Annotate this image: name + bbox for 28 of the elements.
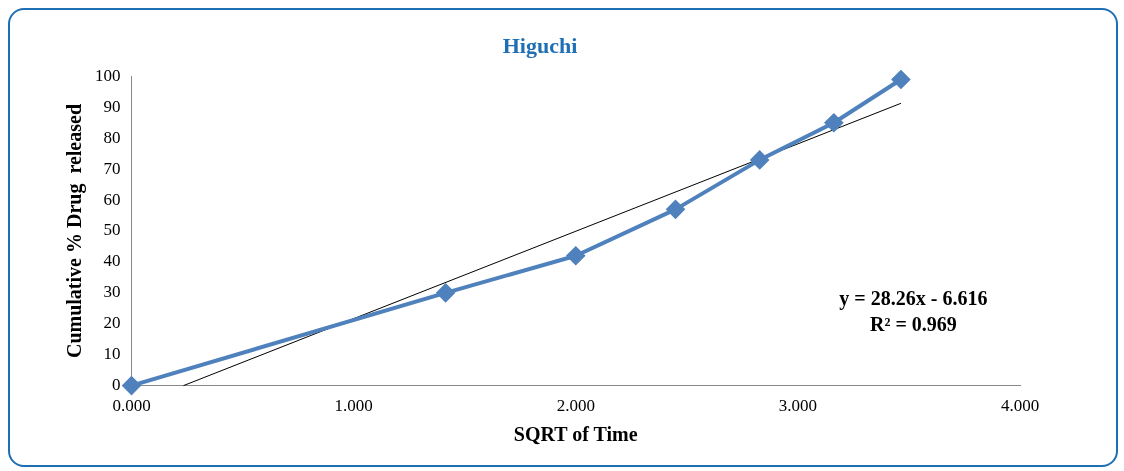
y-tick-label: 10 — [103, 344, 121, 364]
point — [122, 376, 141, 395]
chart-title: Higuchi — [502, 32, 578, 58]
point — [566, 246, 585, 265]
annotation: y = 28.26x - 6.616 — [839, 287, 988, 311]
x-tick-label: 2.000 — [556, 396, 595, 416]
y-tick-label: 70 — [103, 158, 121, 178]
y-tick-label: 20 — [103, 313, 121, 333]
y-tick-label: 40 — [103, 251, 121, 271]
x-axis-title: SQRT of Time — [513, 423, 638, 446]
annotation: R² = 0.969 — [869, 313, 957, 336]
y-tick-label: 30 — [103, 282, 121, 302]
point — [750, 150, 769, 169]
y-tick-label: 80 — [103, 127, 121, 147]
y-tick-label: 60 — [103, 189, 121, 209]
y-tick-label: 50 — [103, 220, 121, 240]
x-tick-label: 1.000 — [334, 396, 373, 416]
point — [824, 113, 843, 132]
point — [891, 70, 910, 89]
y-tick-label: 100 — [95, 65, 121, 85]
x-tick-label: 4.000 — [1000, 396, 1040, 416]
y-tick-label: 0 — [112, 375, 121, 395]
point — [666, 200, 685, 219]
y-axis-title: Cumulative % Drug released — [63, 103, 87, 359]
point — [436, 283, 455, 302]
x-tick-label: 3.000 — [778, 396, 817, 416]
x-tick-label: 0.000 — [112, 396, 151, 416]
y-tick-label: 90 — [103, 96, 121, 116]
